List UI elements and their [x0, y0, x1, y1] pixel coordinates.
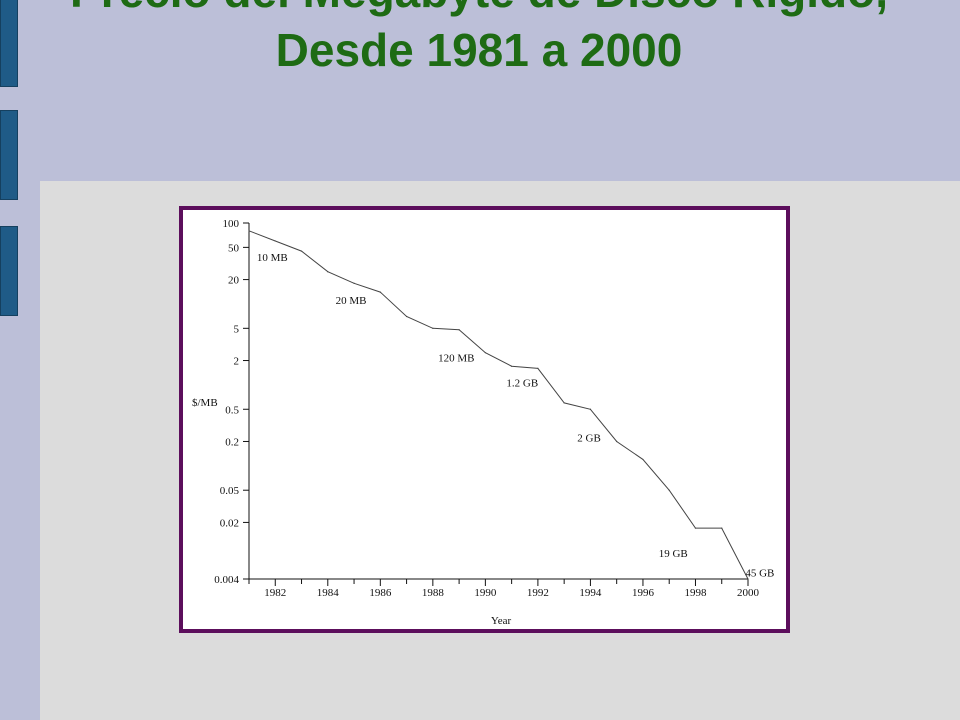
x-axis-label: Year: [491, 615, 512, 627]
sidebar-accent-bar-3: [0, 226, 18, 316]
data-point: [353, 282, 355, 284]
x-tick-label: 1986: [369, 587, 392, 599]
data-point: [511, 365, 513, 367]
data-point: [458, 329, 460, 331]
y-tick-label: 0.004: [214, 574, 239, 586]
data-point: [616, 440, 618, 443]
x-tick-label: 1982: [264, 587, 286, 599]
y-tick-label: 0.05: [220, 485, 240, 497]
y-tick-label: 0.02: [220, 517, 239, 529]
data-point: [668, 489, 670, 491]
data-point: [327, 271, 329, 273]
data-point: [300, 250, 303, 252]
y-tick-label: 5: [234, 323, 240, 335]
data-point: [248, 230, 250, 232]
data-point: [694, 527, 697, 529]
data-point: [405, 315, 408, 318]
x-tick-label: 1996: [632, 587, 655, 599]
data-point: [537, 367, 539, 369]
x-tick-label: 2000: [737, 587, 760, 599]
data-point: [642, 458, 644, 461]
capacity-annotation: 20 MB: [336, 295, 367, 307]
y-axis-label: $/MB: [192, 397, 218, 409]
capacity-annotation: 45 GB: [745, 567, 774, 579]
slide-title: Precio del Megabyte de Disco Rígido, Des…: [70, 0, 888, 76]
x-tick-label: 1992: [527, 587, 549, 599]
data-point: [274, 240, 276, 242]
sidebar-accent-bar-1: [0, 0, 18, 87]
x-tick-label: 1984: [317, 587, 340, 599]
sidebar-accent-bar-2: [0, 110, 18, 200]
y-tick-label: 0.5: [225, 404, 239, 416]
capacity-annotation: 1.2 GB: [506, 378, 538, 390]
capacity-annotation: 10 MB: [257, 252, 288, 264]
capacity-annotation: 120 MB: [438, 352, 474, 364]
x-tick-label: 1994: [579, 587, 602, 599]
data-point: [589, 408, 592, 410]
data-point: [484, 352, 486, 354]
y-tick-label: 2: [234, 356, 240, 368]
y-tick-label: 20: [228, 275, 240, 287]
y-tick-label: 100: [223, 218, 240, 230]
x-tick-label: 1988: [422, 587, 445, 599]
data-point: [432, 327, 434, 329]
data-point: [747, 578, 749, 580]
data-point: [721, 527, 723, 529]
x-tick-label: 1990: [474, 587, 497, 599]
data-point: [379, 291, 381, 293]
chart-frame: $/MB Year 100 50 20 5 2 0.5 0.2 0.05 0.02 0.004 19…: [179, 206, 790, 633]
y-tick-label: 50: [228, 242, 240, 254]
y-tick-label: 0.2: [225, 436, 239, 448]
x-tick-label: 1998: [684, 587, 707, 599]
disk-price-chart: $/MB Year 100 50 20 5 2 0.5 0.2 0.05 0.02 0.004 19…: [192, 218, 774, 627]
data-point: [563, 402, 565, 404]
capacity-annotation: 19 GB: [659, 548, 688, 560]
capacity-annotation: 2 GB: [577, 432, 601, 444]
series-line-0: [248, 230, 749, 580]
